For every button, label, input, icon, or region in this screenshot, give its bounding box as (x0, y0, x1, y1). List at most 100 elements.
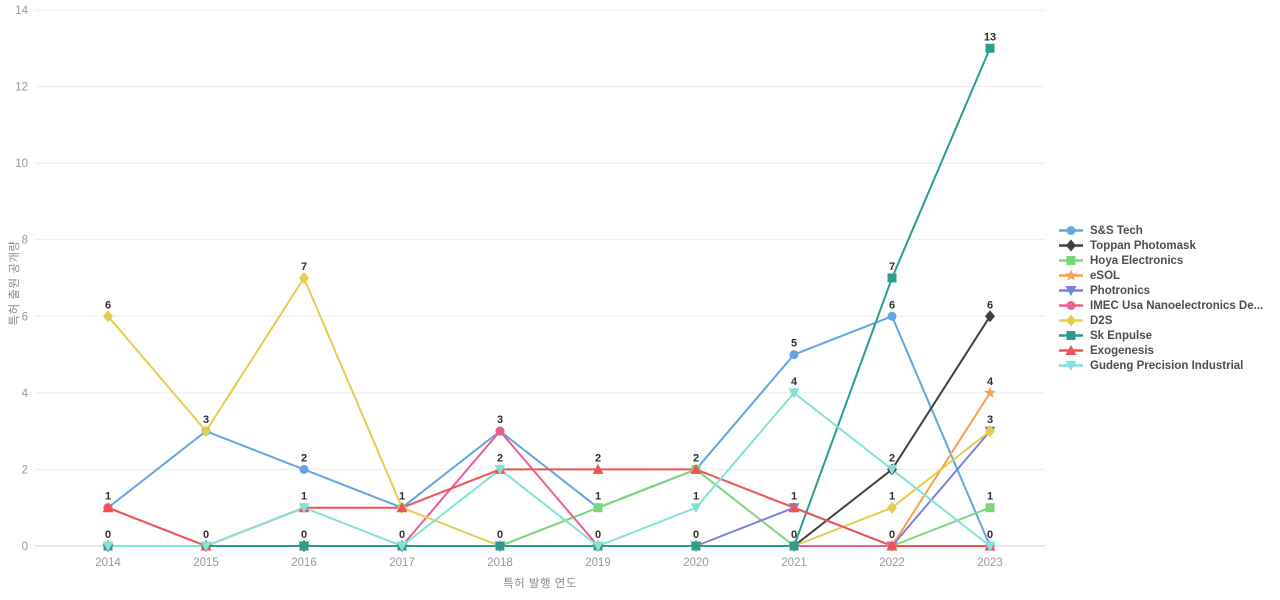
series-line (107, 315, 991, 547)
value-label: 6 (889, 299, 895, 311)
triangle-up-marker (592, 463, 604, 474)
square-marker (985, 503, 995, 513)
triangle-down-marker (592, 541, 604, 552)
x-tick-label: 2016 (291, 557, 317, 569)
value-label: 0 (497, 529, 503, 541)
legend: S&S Tech Toppan Photomask Hoya Electronics… (1058, 223, 1263, 373)
square-marker (691, 541, 701, 551)
legend-item-2[interactable]: Hoya Electronics (1058, 253, 1263, 268)
circle-marker (1066, 226, 1076, 235)
triangle-down-marker (690, 503, 702, 514)
value-label: 0 (889, 529, 895, 541)
square-marker (789, 541, 799, 551)
value-label: 7 (301, 261, 307, 273)
legend-item-3[interactable]: eSOL (1058, 268, 1263, 283)
legend-item-6[interactable]: D2S (1058, 313, 1263, 328)
square-marker (985, 43, 995, 53)
legend-label: Exogenesis (1090, 344, 1154, 357)
value-label: 2 (497, 452, 503, 464)
legend-marker-icon (1059, 286, 1083, 296)
value-label: 2 (595, 452, 601, 464)
y-tick-label: 6 (22, 311, 28, 323)
legend-item-5[interactable]: IMEC Usa Nanoelectronics De... (1058, 298, 1263, 313)
legend-item-4[interactable]: Photronics (1058, 283, 1263, 298)
legend-item-9[interactable]: Gudeng Precision Industrial (1058, 358, 1263, 373)
value-label: 2 (301, 452, 307, 464)
legend-marker-icon (1059, 345, 1083, 355)
triangle-down-marker (788, 388, 800, 399)
x-tick-label: 2022 (879, 557, 905, 569)
legend-label: eSOL (1090, 269, 1121, 282)
triangle-up-marker (102, 502, 114, 513)
triangle-down-marker (102, 541, 114, 552)
legend-item-0[interactable]: S&S Tech (1058, 223, 1263, 238)
triangle-up-marker (886, 540, 898, 551)
value-label: 2 (693, 452, 699, 464)
x-tick-label: 2023 (977, 557, 1003, 569)
value-label: 0 (399, 529, 405, 541)
value-label: 7 (889, 261, 895, 273)
triangle-down-marker (1065, 361, 1077, 371)
x-tick-label: 2021 (781, 557, 807, 569)
value-label: 3 (987, 414, 993, 426)
y-tick-label: 12 (15, 82, 28, 94)
x-tick-label: 2020 (683, 557, 709, 569)
value-label: 1 (987, 491, 993, 503)
series-line (107, 430, 991, 547)
x-tick-label: 2017 (389, 557, 415, 569)
legend-marker-icon (1059, 301, 1083, 310)
x-tick-label: 2015 (193, 557, 219, 569)
diamond-marker (103, 310, 113, 323)
circle-marker (495, 426, 505, 436)
value-label: 1 (791, 491, 797, 503)
x-tick-label: 2018 (487, 557, 513, 569)
triangle-down-marker (298, 503, 310, 514)
value-label: 0 (595, 529, 601, 541)
legend-item-1[interactable]: Toppan Photomask (1058, 238, 1263, 253)
triangle-down-marker (200, 541, 212, 552)
square-marker (495, 541, 505, 551)
x-tick-label: 2014 (95, 557, 121, 569)
star-marker (984, 386, 996, 398)
series-line (107, 391, 991, 547)
value-label: 1 (399, 491, 405, 503)
legend-marker-icon (1059, 361, 1083, 371)
triangle-up-marker (690, 463, 702, 474)
triangle-down-marker (984, 541, 996, 552)
value-label: 0 (791, 529, 797, 541)
diamond-marker (1066, 314, 1076, 327)
square-marker (299, 541, 309, 551)
value-label: 0 (987, 529, 993, 541)
value-label: 3 (497, 414, 503, 426)
x-axis-title: 특허 발행 연도 (503, 578, 577, 590)
triangle-down-marker (494, 464, 506, 475)
y-tick-label: 2 (22, 464, 28, 476)
legend-item-8[interactable]: Exogenesis (1058, 343, 1263, 358)
legend-label: Sk Enpulse (1090, 329, 1152, 342)
y-axis-title: 특허 출원 공개량 (9, 240, 21, 326)
legend-label: Gudeng Precision Industrial (1090, 359, 1244, 372)
legend-label: S&S Tech (1090, 224, 1143, 237)
value-label: 2 (889, 452, 895, 464)
circle-marker (299, 464, 309, 474)
square-marker (887, 273, 897, 283)
value-label: 0 (203, 529, 209, 541)
diamond-marker (985, 425, 995, 438)
series-line (107, 277, 991, 547)
value-label: 1 (595, 491, 601, 503)
legend-marker-icon (1059, 256, 1083, 265)
value-label: 4 (791, 376, 798, 388)
triangle-up-marker (788, 502, 800, 513)
legend-marker-icon (1059, 239, 1083, 252)
value-label: 6 (987, 299, 993, 311)
legend-item-7[interactable]: Sk Enpulse (1058, 328, 1263, 343)
square-marker (1066, 256, 1076, 265)
value-label: 3 (203, 414, 209, 426)
y-tick-label: 8 (22, 235, 28, 247)
diamond-marker (985, 310, 995, 323)
y-tick-label: 0 (22, 541, 28, 553)
square-marker (1066, 331, 1076, 340)
value-label: 0 (301, 529, 307, 541)
value-label: 1 (105, 491, 111, 503)
